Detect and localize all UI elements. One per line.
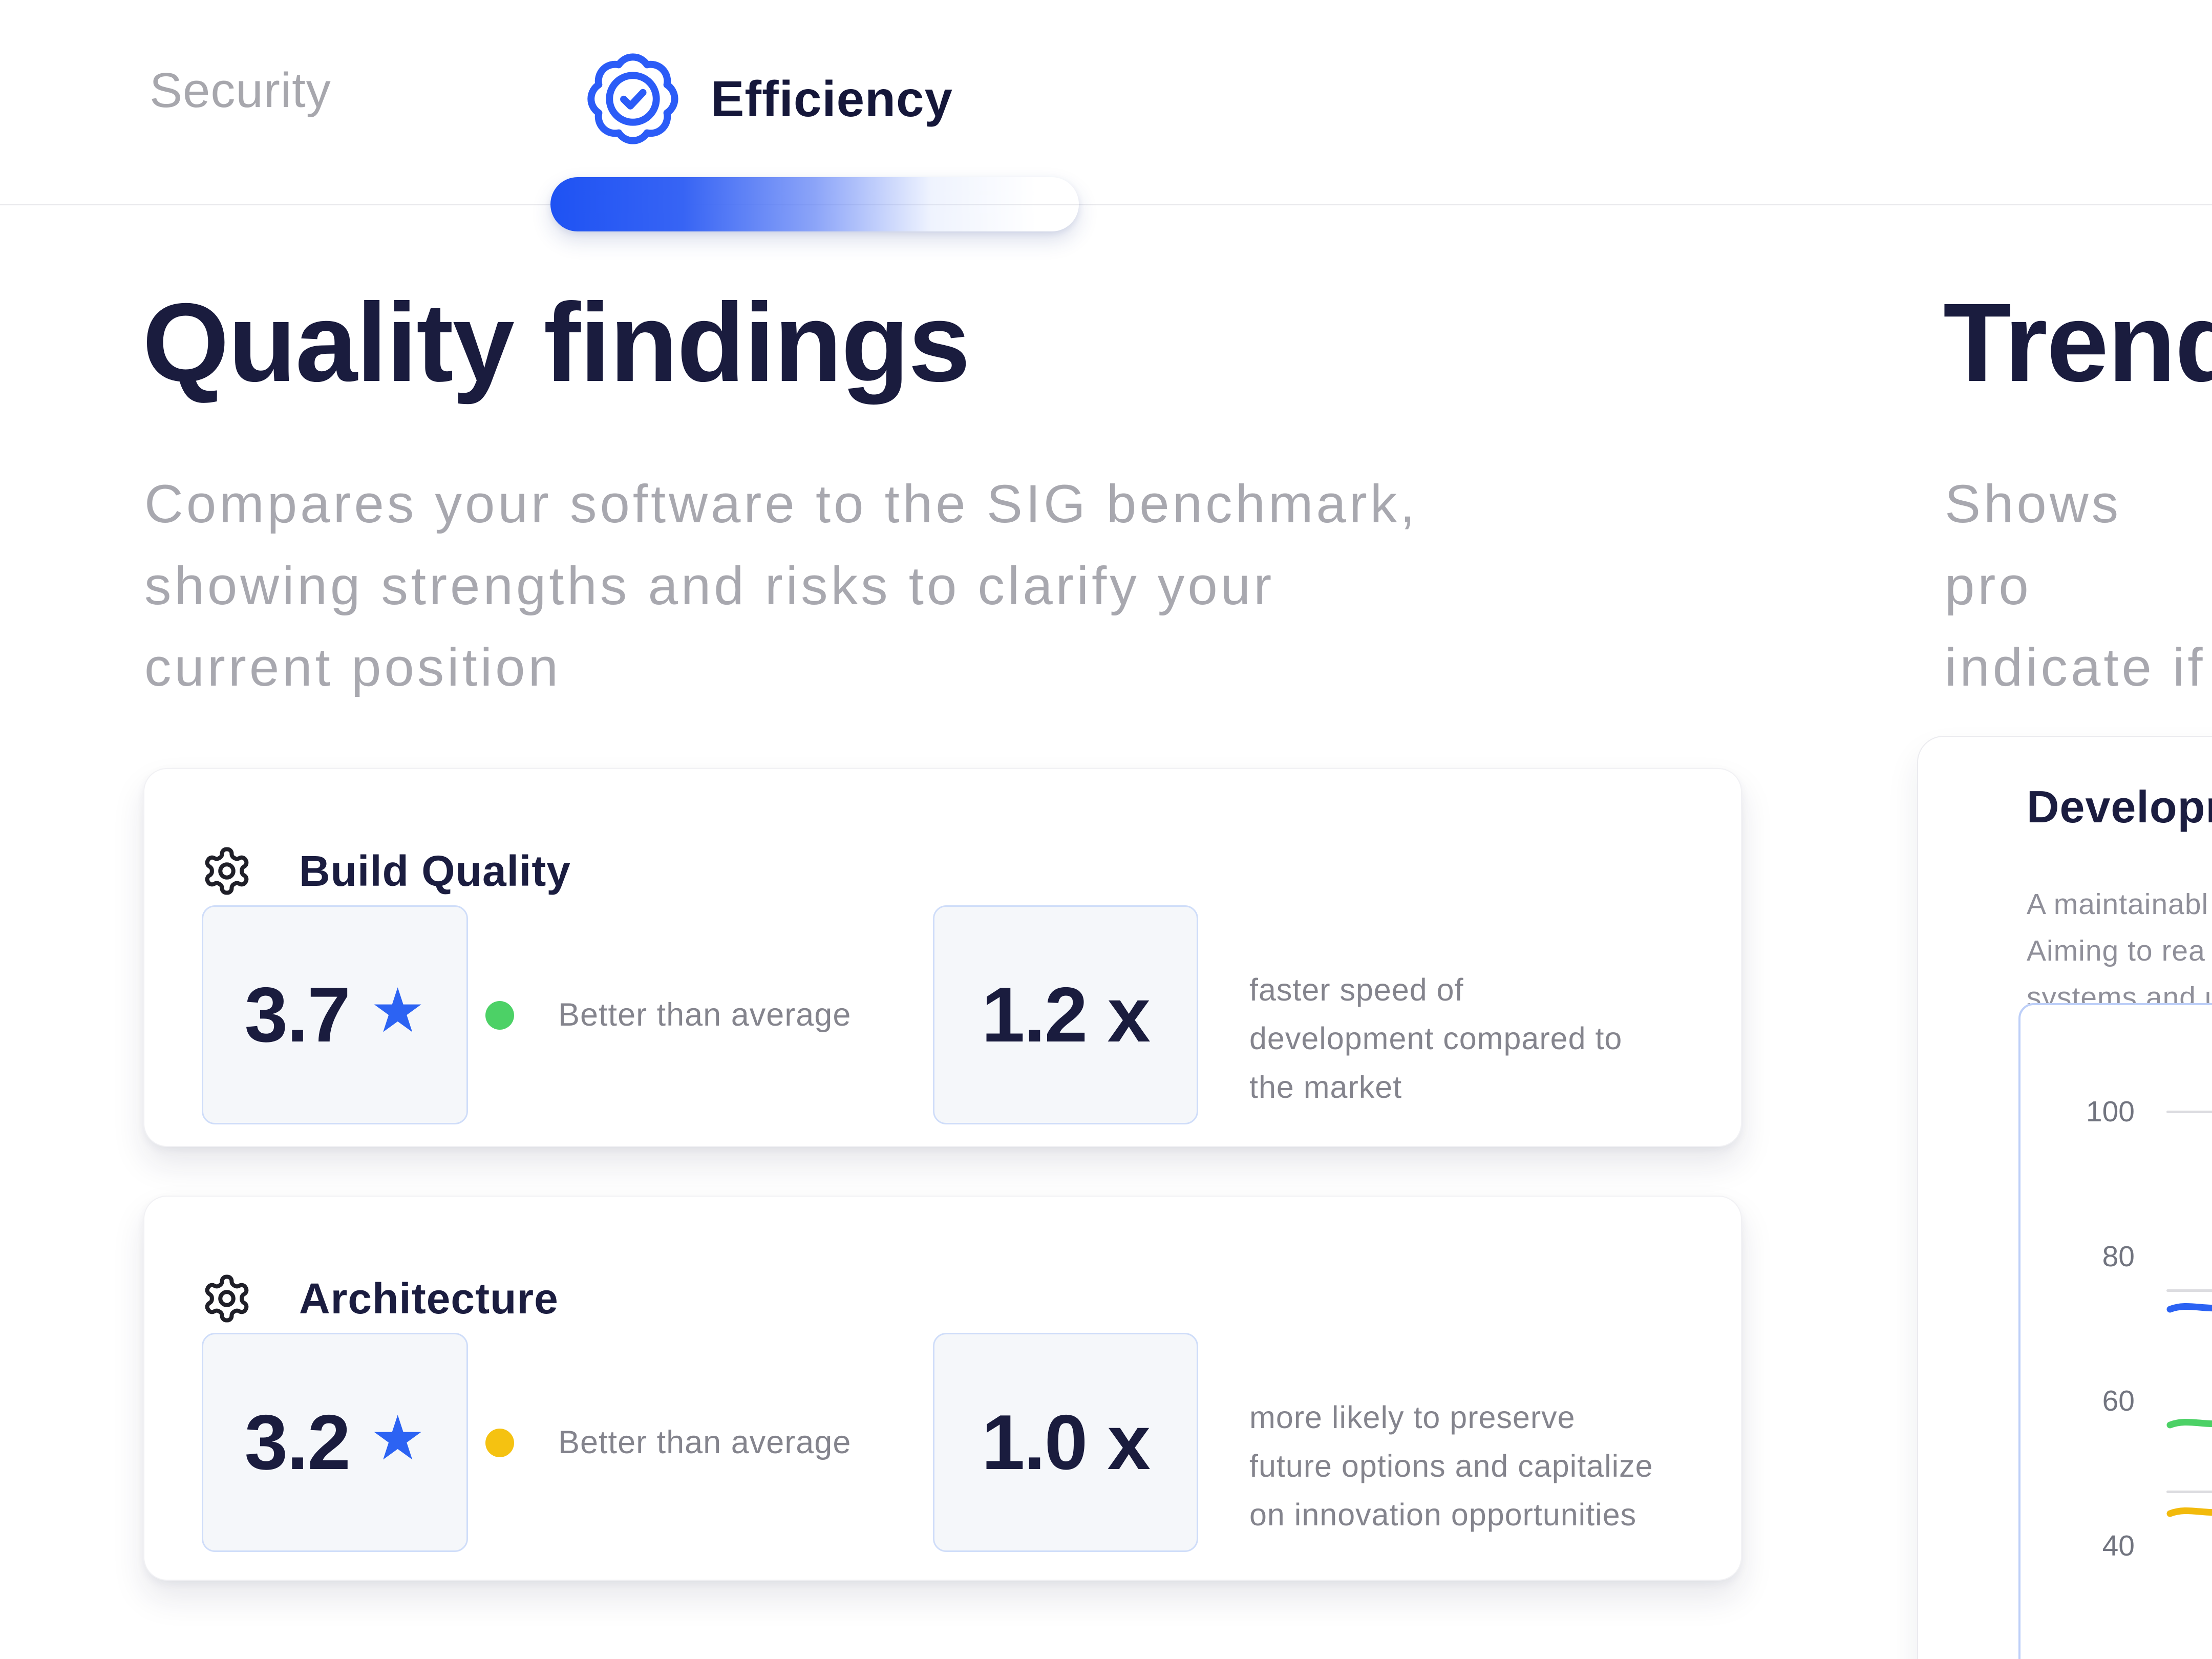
status-dot (485, 1429, 514, 1457)
badge-check-icon (583, 49, 683, 149)
metric-box: 1.2 x (933, 905, 1198, 1124)
y-tick-label: 40 (2102, 1529, 2135, 1562)
gear-icon (201, 1272, 253, 1325)
tab-security[interactable]: Security (150, 63, 331, 118)
trend-chart: 100 80 60 40 (2018, 1003, 2212, 1659)
quality-section-title: Quality findings (142, 281, 970, 405)
status-label: Better than average (558, 1424, 852, 1460)
y-tick-label: 60 (2102, 1385, 2135, 1418)
active-tab-progress-indicator (550, 177, 1079, 231)
metric-value: 1.0 x (981, 1398, 1151, 1486)
metric-description: more likely to preserve future options a… (1249, 1400, 1653, 1533)
score-value: 3.7 (244, 971, 351, 1058)
score-value: 3.2 (244, 1398, 351, 1486)
trend-card-description: A maintainabl Aiming to rea systems and … (2027, 888, 2212, 1014)
card-title: Build Quality (299, 846, 571, 895)
green-series (2166, 1412, 2212, 1434)
star-icon: ★ (370, 1403, 426, 1473)
metric-description: faster speed of development compared to … (1249, 972, 1623, 1105)
quality-section-subtitle: Compares your software to the SIG benchm… (144, 474, 1418, 698)
status-label: Better than average (558, 997, 852, 1033)
gear-icon (201, 845, 253, 897)
gridline-lower (2166, 1490, 2212, 1493)
metric-box: 1.0 x (933, 1333, 1198, 1552)
gridline-upper (2166, 1289, 2212, 1292)
status-dot (485, 1001, 514, 1030)
blue-series (2166, 1296, 2212, 1318)
header-divider (0, 204, 2212, 205)
y-tick-label: 80 (2102, 1240, 2135, 1273)
architecture-card: Architecture 3.2 ★ Better than average 1… (143, 1196, 1742, 1581)
score-box: 3.7 ★ (202, 905, 468, 1124)
score-box: 3.2 ★ (202, 1333, 468, 1552)
tab-efficiency-label: Efficiency (711, 70, 953, 127)
trend-card-title: Developm (2027, 781, 2212, 832)
star-icon: ★ (370, 976, 426, 1045)
trend-section-subtitle: Shows pro indicate if (1945, 474, 2206, 698)
build-quality-card: Build Quality 3.7 ★ Better than average … (143, 768, 1742, 1147)
tab-efficiency[interactable]: Efficiency (583, 45, 953, 153)
gridline-100 (2166, 1111, 2212, 1113)
y-tick-label: 100 (2086, 1095, 2135, 1128)
metric-value: 1.2 x (981, 971, 1151, 1058)
yellow-series (2166, 1500, 2212, 1523)
trend-section-title: Trend (1943, 281, 2212, 405)
development-trend-card: Developm A maintainabl Aiming to rea sys… (1917, 736, 2212, 1659)
card-title: Architecture (299, 1274, 559, 1323)
